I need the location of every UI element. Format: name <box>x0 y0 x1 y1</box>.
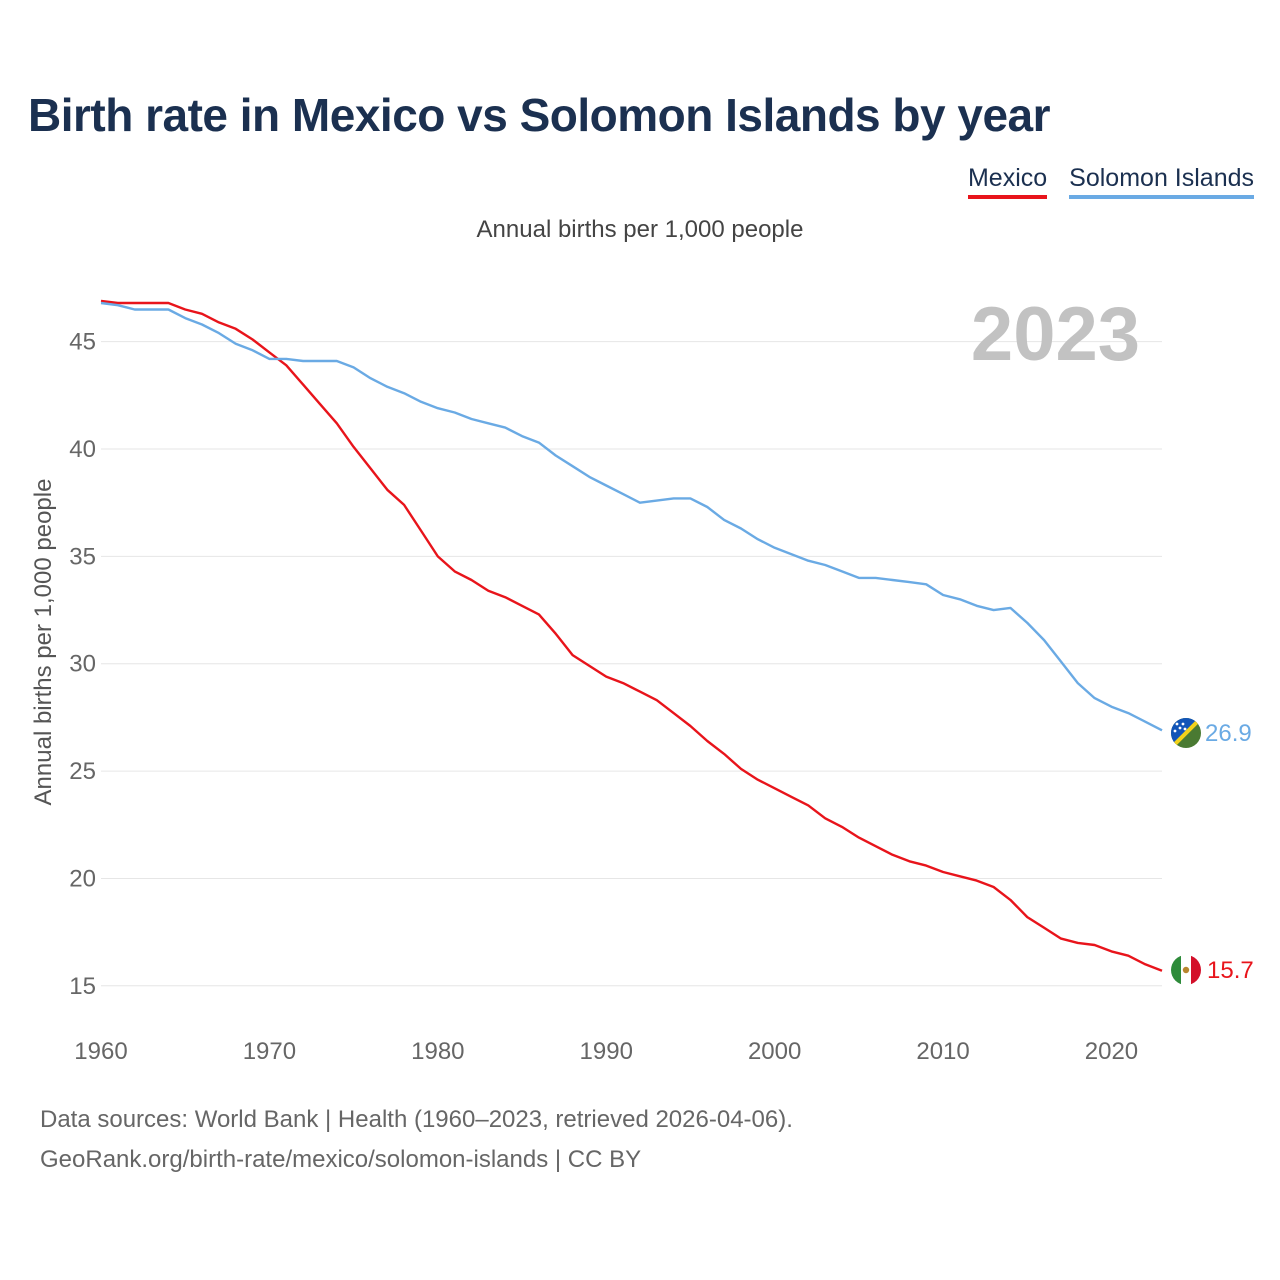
x-tick-label: 1990 <box>580 1038 633 1065</box>
x-tick-label: 2000 <box>748 1038 801 1065</box>
y-tick-label: 40 <box>69 436 96 463</box>
y-tick-label: 25 <box>69 758 96 785</box>
legend-item-mexico[interactable]: Mexico <box>967 164 1048 199</box>
x-axis-ticks: 1960 1970 1980 1990 2000 2010 2020 <box>74 1038 1138 1065</box>
y-tick-label: 45 <box>69 329 96 356</box>
source-note: Data sources: World Bank | Health (1960–… <box>40 1106 793 1133</box>
x-tick-label: 2010 <box>916 1038 969 1065</box>
y-axis-ticks: 15 20 25 30 35 40 45 <box>69 329 96 1000</box>
x-tick-label: 1960 <box>74 1038 127 1065</box>
legend-item-solomon-islands[interactable]: Solomon Islands <box>1069 164 1254 199</box>
source-url[interactable]: GeoRank.org/birth-rate/mexico/solomon-is… <box>40 1146 642 1173</box>
grid <box>101 341 1162 987</box>
x-tick-label: 1980 <box>411 1038 464 1065</box>
mexico-flag-icon <box>1171 955 1201 985</box>
y-tick-label: 35 <box>69 543 96 570</box>
series-lines <box>100 299 1163 972</box>
legend: Mexico Solomon Islands <box>967 164 1254 199</box>
year-label: 2023 <box>971 292 1140 377</box>
y-tick-label: 30 <box>69 651 96 678</box>
x-tick-label: 2020 <box>1085 1038 1138 1065</box>
line-chart: 2023 15 20 25 30 35 40 45 1960 1970 1980 1990 2000… <box>30 292 1254 1065</box>
y-tick-label: 15 <box>69 973 96 1000</box>
chart-title: Birth rate in Mexico vs Solomon Islands … <box>28 89 1051 141</box>
series-line-solomon-islands <box>100 301 1163 732</box>
y-tick-label: 20 <box>69 865 96 892</box>
solomon-islands-flag-icon <box>1171 718 1201 748</box>
chart-subtitle: Annual births per 1,000 people <box>476 216 804 243</box>
x-tick-label: 1970 <box>243 1038 296 1065</box>
end-label-solomon-islands: 26.9 <box>1205 720 1252 747</box>
end-label-mexico: 15.7 <box>1207 957 1254 984</box>
series-line-mexico <box>100 299 1163 972</box>
y-axis-label: Annual births per 1,000 people <box>30 479 57 806</box>
